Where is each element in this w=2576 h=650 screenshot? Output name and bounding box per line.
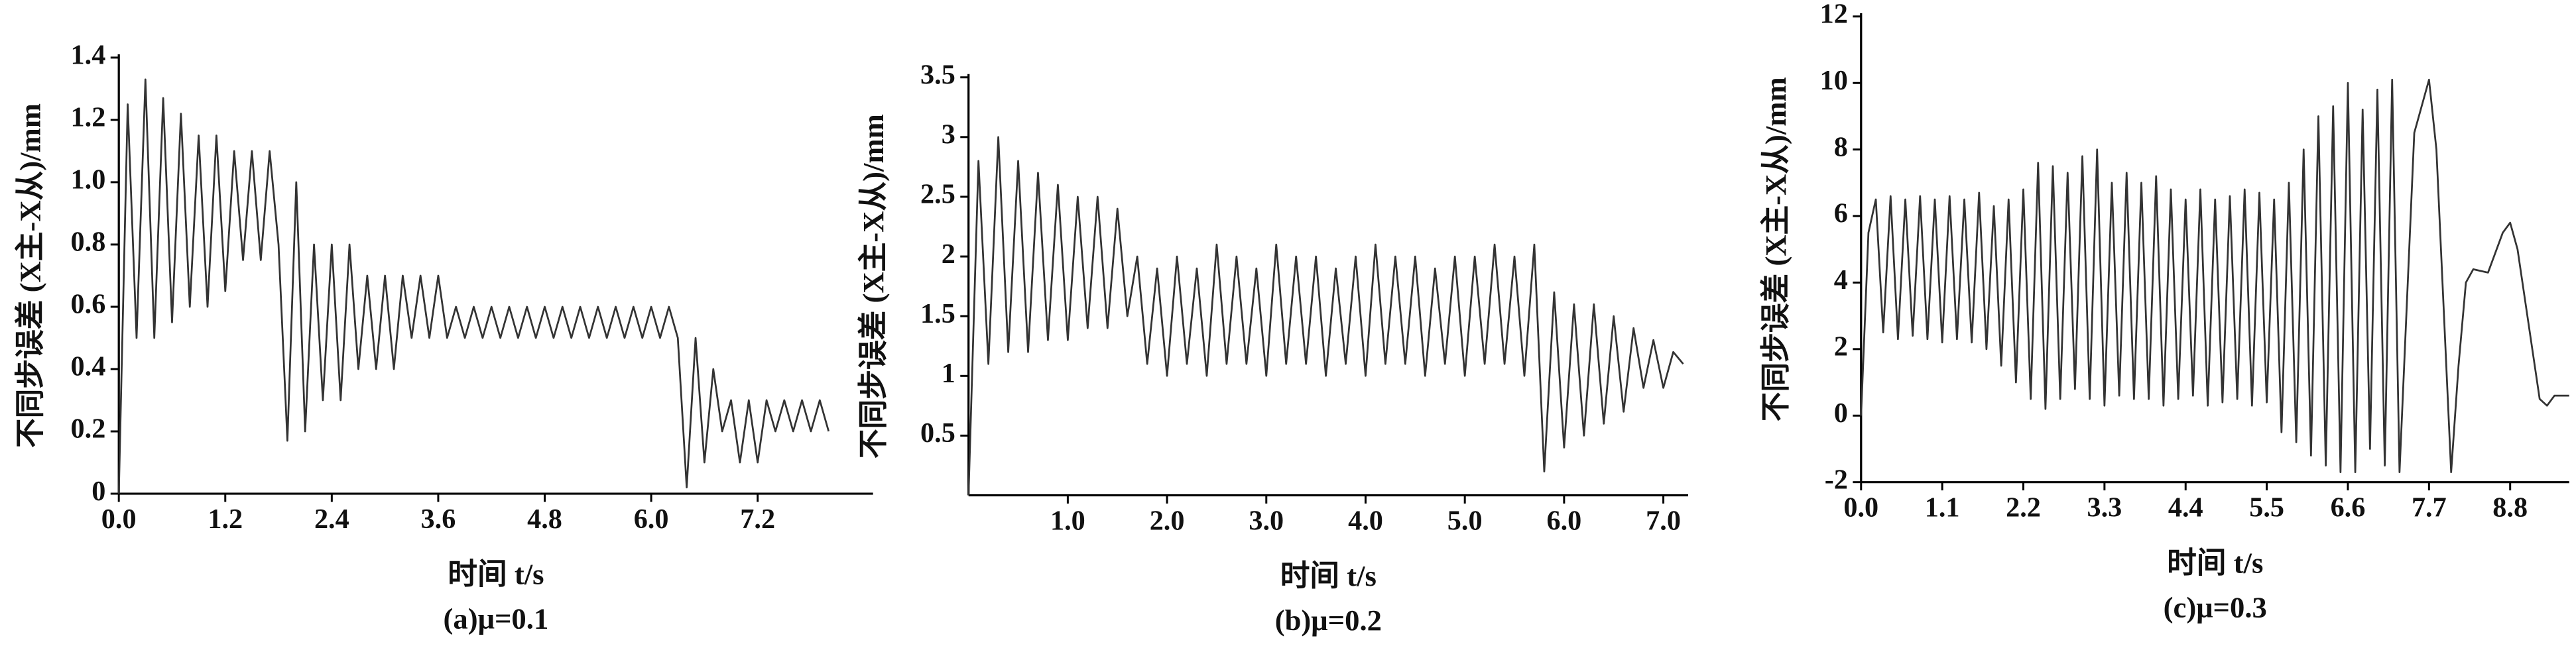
- y-axis-label: 不同步误差 (X主-X从)/mm: [13, 103, 46, 448]
- x-tick-label: 4.0: [1348, 505, 1383, 536]
- x-tick-label: 0.0: [1843, 492, 1878, 523]
- y-tick-label: 0.4: [71, 351, 106, 382]
- y-tick-label: 1: [942, 358, 955, 389]
- x-tick-label: 7.7: [2412, 492, 2447, 523]
- x-tick-label: 3.3: [2087, 492, 2122, 523]
- x-tick-label: 1.1: [1925, 492, 1960, 523]
- x-axis-label: 时间 t/s: [448, 558, 544, 591]
- x-tick-label: 7.0: [1646, 505, 1681, 536]
- x-tick-label: 0.0: [101, 504, 137, 535]
- y-tick-label: 12: [1820, 0, 1848, 30]
- y-tick-label: 2.5: [920, 179, 955, 210]
- y-tick-label: 4: [1834, 264, 1848, 296]
- x-tick-label: 3.0: [1249, 505, 1284, 536]
- data-line: [117, 78, 830, 494]
- y-tick-label: 1.2: [71, 102, 106, 133]
- x-tick-label: 5.5: [2249, 492, 2284, 523]
- y-tick-label: 1.5: [920, 298, 955, 329]
- x-tick-label: 6.0: [1546, 505, 1581, 536]
- y-tick-label: 10: [1820, 65, 1848, 96]
- y-axis-label: 不同步误差 (X主-X从)/mm: [1759, 77, 1792, 421]
- x-tick-label: 2.0: [1150, 505, 1185, 536]
- y-tick-label: 0.5: [920, 417, 955, 449]
- x-axis-label: 时间 t/s: [1280, 559, 1377, 592]
- data-line: [967, 136, 1684, 496]
- x-tick-label: 1.0: [1050, 505, 1085, 536]
- x-tick-label: 6.6: [2331, 492, 2366, 523]
- x-tick-label: 7.2: [740, 504, 775, 535]
- y-tick-label: 2: [1834, 331, 1848, 362]
- y-tick-label: 0.6: [71, 289, 106, 320]
- data-line: [1860, 78, 2569, 473]
- y-tick-label: 0.2: [71, 413, 106, 445]
- y-tick-label: 6: [1834, 198, 1848, 229]
- x-tick-label: 8.8: [2492, 492, 2528, 523]
- caption: (c)μ=0.3: [2164, 590, 2267, 623]
- y-tick-label: 0: [92, 476, 105, 507]
- y-tick-label: 8: [1834, 131, 1848, 162]
- x-axis-label: 时间 t/s: [2167, 546, 2263, 579]
- caption: (b)μ=0.2: [1275, 604, 1382, 637]
- x-tick-label: 4.4: [2168, 492, 2203, 523]
- caption: (a)μ=0.1: [444, 602, 549, 635]
- x-tick-label: 3.6: [421, 504, 456, 535]
- y-tick-label: -2: [1825, 464, 1848, 495]
- x-tick-label: 2.4: [314, 504, 349, 535]
- x-tick-label: 6.0: [634, 504, 669, 535]
- y-axis-label: 不同步误差 (X主-X从)/mm: [857, 114, 890, 459]
- y-tick-label: 3: [942, 119, 955, 150]
- x-tick-label: 1.2: [208, 504, 243, 535]
- x-tick-label: 4.8: [527, 504, 562, 535]
- y-tick-label: 2: [942, 239, 955, 270]
- y-tick-label: 1.0: [71, 164, 106, 195]
- y-tick-label: 3.5: [920, 59, 955, 90]
- y-tick-label: 0.8: [71, 227, 106, 258]
- x-tick-label: 5.0: [1447, 505, 1483, 536]
- y-tick-label: 0: [1834, 398, 1848, 429]
- y-tick-label: 1.4: [71, 40, 106, 71]
- x-tick-label: 2.2: [2006, 492, 2041, 523]
